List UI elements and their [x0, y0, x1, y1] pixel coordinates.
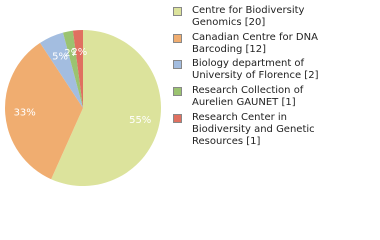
slice-label: 33% [14, 108, 36, 119]
legend-item: Research Center in Biodiversity and Gene… [173, 112, 370, 148]
legend-item: Research Collection of Aurelien GAUNET [… [173, 85, 370, 109]
pie-slice [40, 32, 83, 108]
legend-swatch [173, 114, 182, 123]
legend-item: Biology department of University of Flor… [173, 58, 370, 82]
legend-swatch [173, 60, 182, 69]
pie-slice [72, 30, 83, 108]
legend-label: Research Collection of Aurelien GAUNET [… [192, 85, 304, 108]
legend-swatch [173, 7, 182, 16]
pie-slice [4, 42, 83, 180]
legend-item: Canadian Centre for DNA Barcoding [12] [173, 32, 370, 56]
slice-label: 2% [71, 47, 87, 58]
legend-label: Research Center in Biodiversity and Gene… [192, 112, 315, 147]
slice-label: 2% [64, 48, 80, 59]
legend-label: Canadian Centre for DNA Barcoding [12] [192, 32, 318, 55]
legend-label: Biology department of University of Flor… [192, 58, 319, 81]
legend-swatch [173, 87, 182, 96]
pie-slice [51, 30, 162, 187]
pie-slice [63, 30, 83, 108]
legend-label: Centre for Biodiversity Genomics [20] [192, 5, 305, 28]
slice-label: 5% [52, 52, 68, 63]
legend-item: Centre for Biodiversity Genomics [20] [173, 5, 370, 29]
slice-label: 55% [129, 115, 151, 126]
legend-swatch [173, 34, 182, 43]
